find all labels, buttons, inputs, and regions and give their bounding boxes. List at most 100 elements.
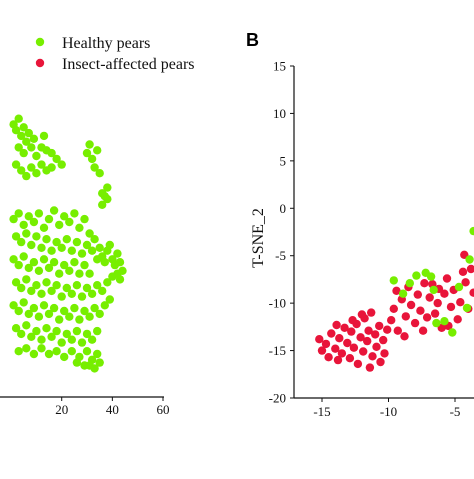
data-point-healthy [67, 289, 77, 298]
data-point-healthy [19, 123, 28, 132]
data-point-healthy [44, 214, 54, 224]
legend-label-insect: Insect-affected pears [62, 56, 195, 73]
data-point-healthy [22, 275, 31, 284]
data-point-insect [347, 327, 356, 336]
x-tick-label: -5 [450, 404, 461, 419]
data-point-insect [372, 342, 381, 351]
data-point-healthy [448, 328, 457, 337]
x-tick-label: -10 [380, 404, 397, 419]
data-point-healthy [80, 361, 89, 370]
data-point-healthy [105, 240, 115, 250]
data-point-healthy [29, 349, 39, 359]
data-point-healthy [49, 206, 59, 215]
data-point-healthy [49, 258, 59, 267]
data-point-healthy [9, 255, 18, 264]
data-point-healthy [52, 154, 61, 164]
data-point-healthy [44, 263, 54, 273]
data-point-healthy [82, 347, 92, 356]
data-point-healthy [465, 255, 474, 264]
data-point-insect [433, 298, 442, 308]
data-point-healthy [440, 317, 449, 326]
data-point-healthy [82, 240, 92, 250]
data-point-healthy [70, 303, 79, 313]
data-point-healthy [85, 229, 94, 238]
data-point-healthy [95, 309, 104, 319]
panel-a-plot: 20 40 60 [0, 114, 170, 417]
data-point-healthy [85, 140, 94, 149]
data-point-healthy [44, 349, 54, 359]
data-point-healthy [22, 321, 31, 330]
data-point-insect [368, 352, 377, 361]
data-point-healthy [57, 243, 66, 252]
data-point-healthy [14, 209, 23, 218]
data-point-insect [469, 288, 474, 297]
data-point-healthy [24, 309, 33, 319]
data-point-healthy [17, 237, 26, 247]
data-point-healthy [17, 283, 26, 293]
data-point-insect [367, 308, 376, 317]
legend-label-healthy: Healthy pears [62, 35, 150, 52]
panel-b-plot: 15 10 5 0 -5 -10 -15 -20 -15 -10 -5 T-SNE_2 [250, 59, 474, 419]
data-point-healthy [27, 143, 36, 152]
data-point-healthy [432, 318, 441, 328]
data-point-healthy [52, 326, 61, 336]
data-point-healthy [52, 281, 61, 290]
data-point-healthy [11, 160, 21, 169]
data-point-healthy [77, 338, 87, 347]
data-point-healthy [19, 220, 28, 230]
data-point-healthy [59, 212, 69, 221]
data-point-insect [327, 329, 336, 338]
data-point-healthy [42, 324, 51, 333]
data-point-insect [392, 286, 401, 295]
panel-b-y-axis-title: T-SNE_2 [250, 208, 267, 268]
data-point-insect [380, 349, 389, 358]
data-point-insect [376, 357, 385, 367]
data-point-insect [416, 306, 425, 315]
data-point-healthy [22, 229, 31, 238]
data-point-insect [420, 279, 429, 288]
data-point-healthy [462, 303, 472, 313]
data-point-healthy [24, 212, 33, 221]
data-point-healthy [62, 235, 71, 244]
data-point-insect [387, 316, 396, 325]
data-point-healthy [98, 286, 107, 296]
data-point-insect [349, 343, 359, 352]
data-point-healthy [57, 292, 66, 301]
y-tick-label: 15 [273, 59, 286, 74]
data-point-healthy [32, 326, 41, 336]
data-point-healthy [57, 338, 66, 347]
data-point-healthy [82, 148, 92, 158]
data-point-insect [453, 315, 462, 324]
data-point-healthy [95, 243, 104, 252]
data-point-healthy [67, 246, 77, 255]
data-point-healthy [27, 163, 36, 172]
data-point-healthy [87, 154, 97, 164]
data-point-healthy [47, 246, 56, 255]
data-point-insect [389, 304, 398, 313]
data-point-healthy [29, 258, 39, 267]
data-point-healthy [42, 235, 51, 244]
data-point-healthy [27, 240, 36, 250]
data-point-insect [458, 267, 468, 276]
data-point-insect [324, 353, 333, 362]
data-point-insect [357, 310, 367, 319]
data-point-healthy [52, 237, 61, 247]
data-point-healthy [14, 306, 23, 316]
data-point-healthy [405, 279, 414, 288]
legend-marker-healthy [35, 37, 45, 47]
data-point-healthy [113, 249, 122, 258]
x-tick-label: 60 [157, 402, 170, 417]
data-point-healthy [42, 278, 51, 287]
panel-a-points [9, 114, 127, 373]
data-point-healthy [80, 214, 89, 224]
data-point-healthy [90, 163, 99, 172]
data-point-healthy [93, 255, 102, 264]
data-point-healthy [62, 283, 71, 293]
data-point-healthy [95, 358, 104, 367]
data-point-insect [356, 333, 365, 342]
data-point-healthy [72, 358, 82, 367]
data-point-healthy [32, 232, 41, 241]
data-point-healthy [100, 258, 110, 267]
data-point-healthy [32, 169, 41, 178]
